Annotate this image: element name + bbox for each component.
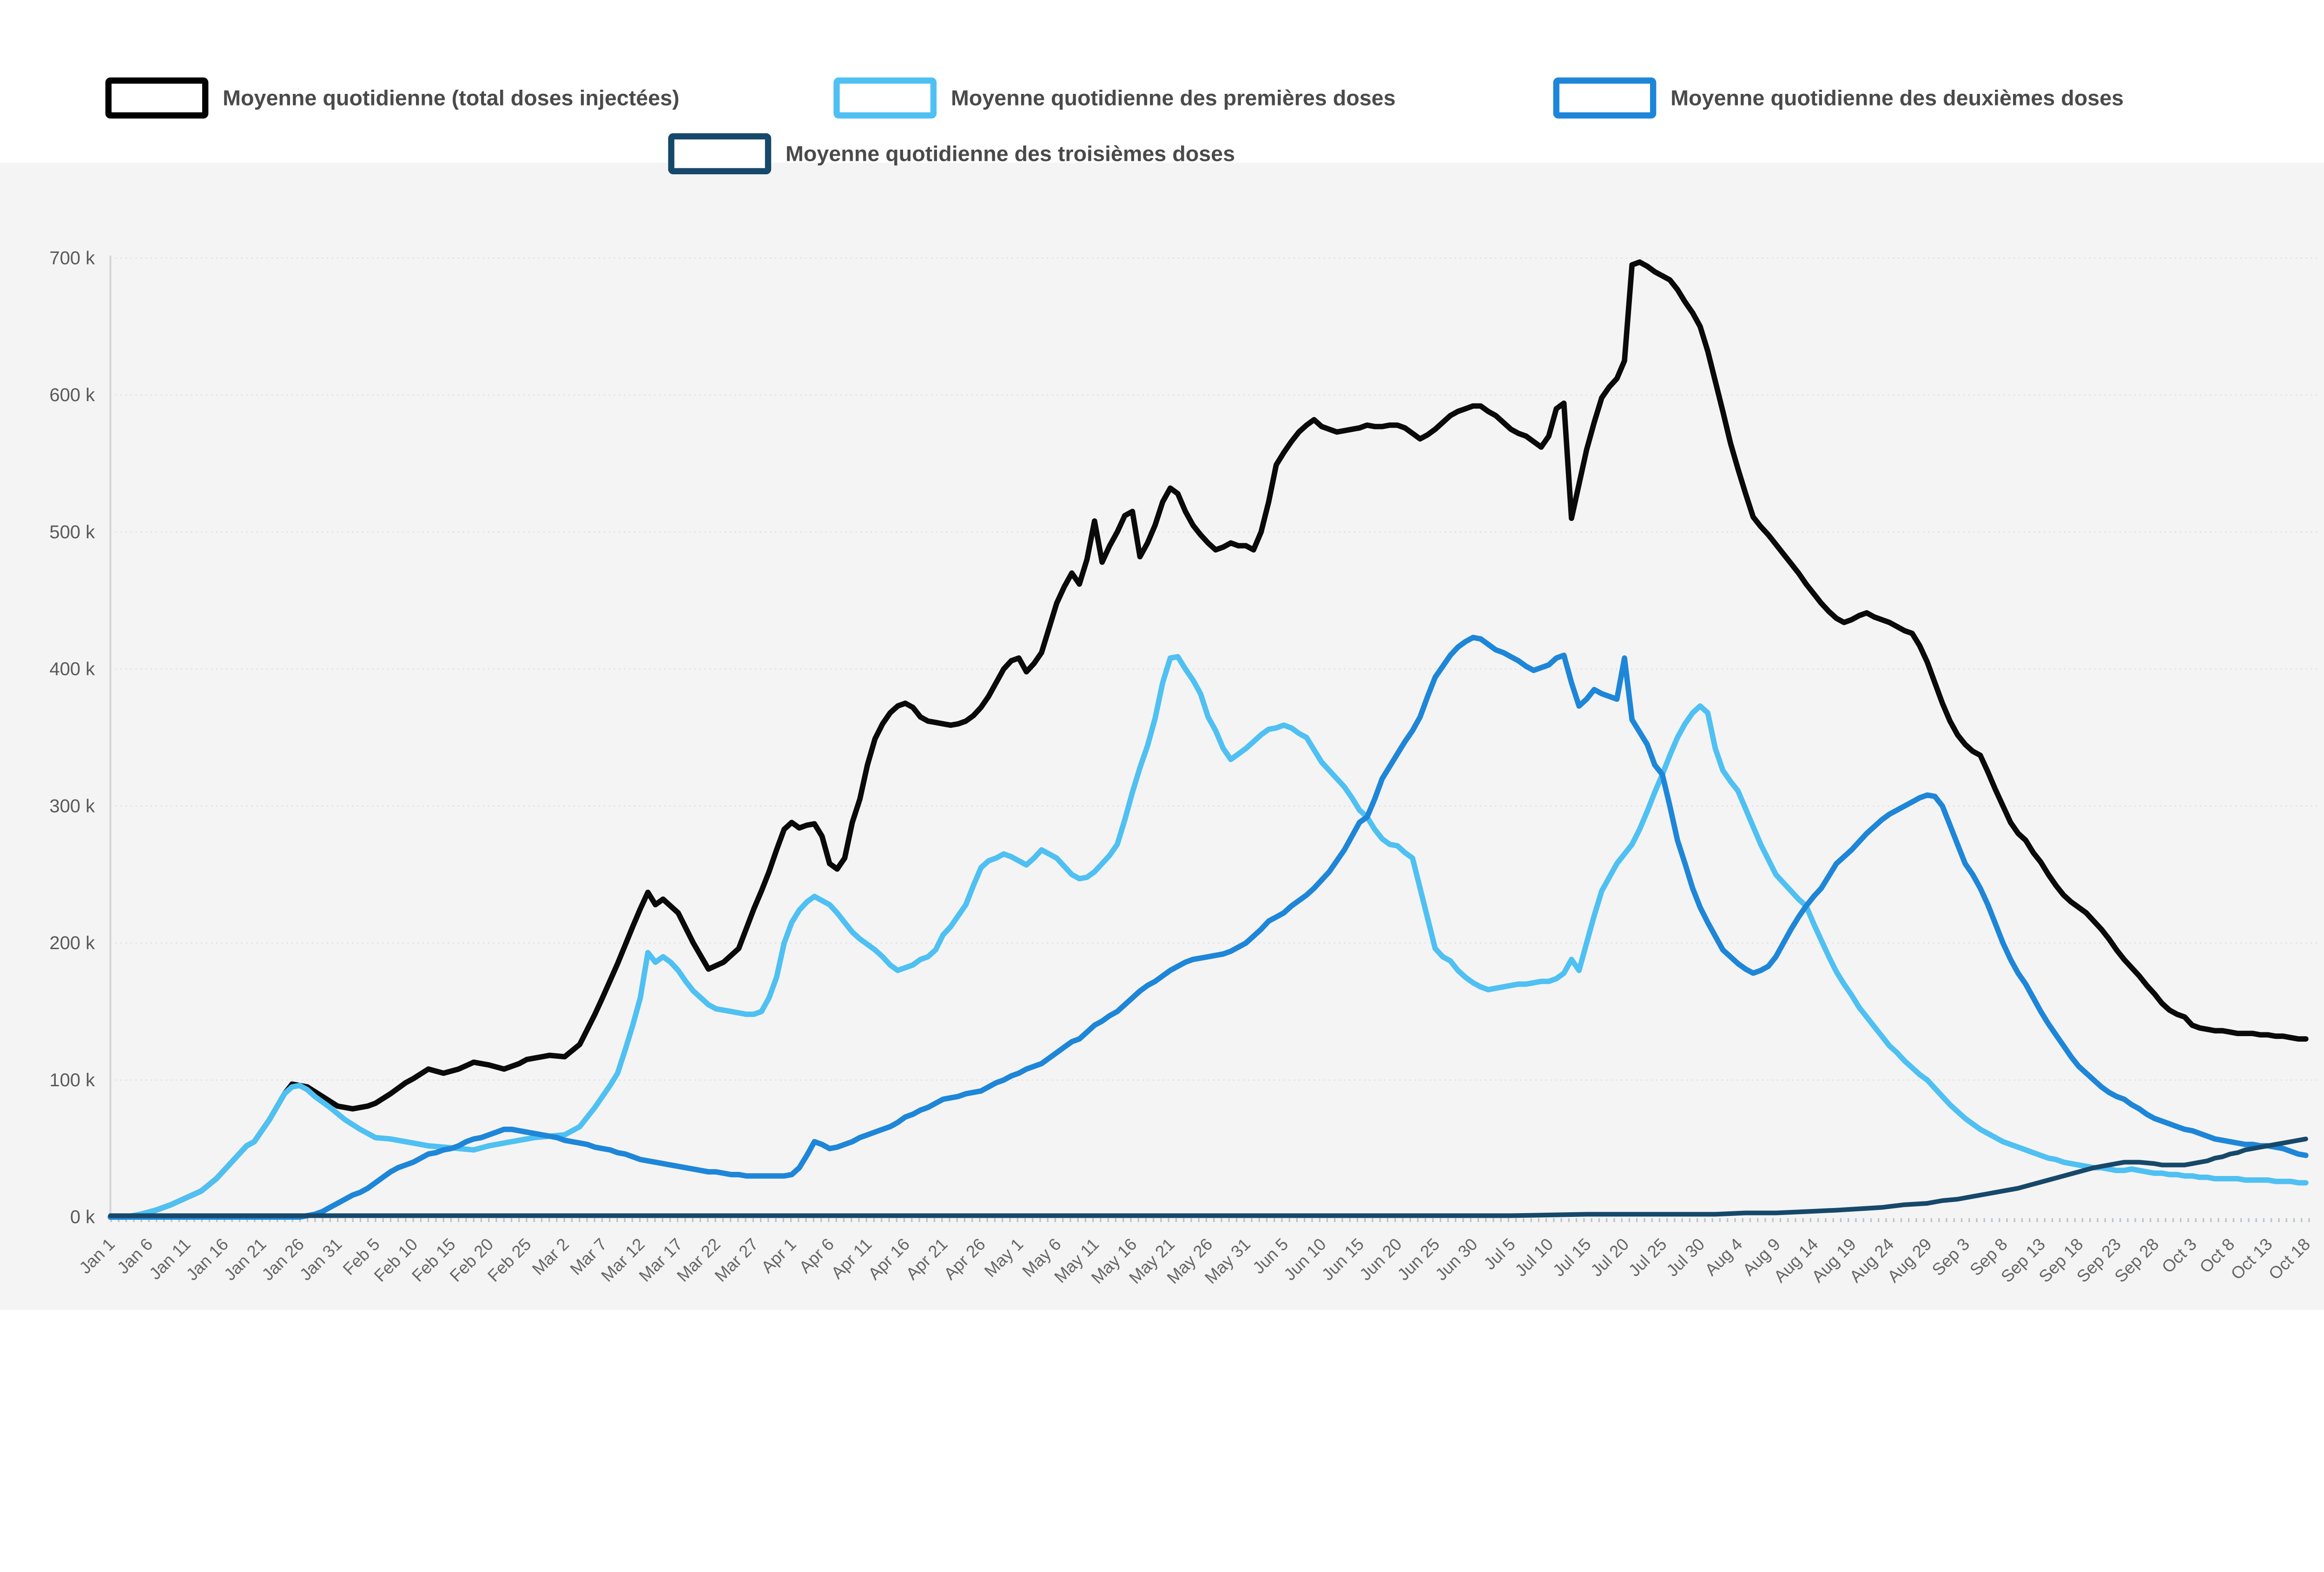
y-axis-labels: 0 k 100 k 200 k 300 k 400 k 500 k 600 k 700 k <box>49 248 95 1227</box>
legend-item-total-doses[interactable]: Moyenne quotidienne (total doses injecté… <box>105 77 680 119</box>
y-tick-label: 400 k <box>49 659 95 680</box>
y-tick-label: 600 k <box>49 385 95 405</box>
series-line-0[interactable] <box>107 259 2309 1220</box>
legend: Moyenne quotidienne (total doses injecté… <box>105 77 2124 174</box>
y-tick-label: 0 k <box>70 1207 95 1228</box>
legend-item-third-doses[interactable]: Moyenne quotidienne des troisièmes doses <box>668 133 1235 174</box>
y-tick-label: 300 k <box>49 796 95 816</box>
gridlines <box>110 257 2318 1081</box>
series-lines <box>107 259 2309 1220</box>
series-line-1[interactable] <box>107 654 2309 1220</box>
legend-swatch-total-doses <box>105 77 209 119</box>
y-tick-label: 500 k <box>49 522 95 542</box>
y-tick-label: 200 k <box>49 933 95 953</box>
legend-label-first-doses: Moyenne quotidienne des premières doses <box>951 86 1396 110</box>
legend-swatch-second-doses <box>1553 77 1657 119</box>
legend-label-total-doses: Moyenne quotidienne (total doses injecté… <box>223 86 680 110</box>
y-tick-label: 100 k <box>49 1070 95 1090</box>
legend-swatch-first-doses <box>833 77 937 119</box>
legend-item-second-doses[interactable]: Moyenne quotidienne des deuxièmes doses <box>1553 77 2124 119</box>
vaccination-doses-chart: 0 k 100 k 200 k 300 k 400 k 500 k 600 k 700 k J… <box>0 77 2324 1310</box>
plot-panel <box>0 162 2324 1310</box>
series-line-2[interactable] <box>107 634 2309 1220</box>
legend-item-first-doses[interactable]: Moyenne quotidienne des premières doses <box>833 77 1396 119</box>
legend-label-second-doses: Moyenne quotidienne des deuxièmes doses <box>1670 86 2124 110</box>
legend-swatch-third-doses <box>668 133 772 174</box>
legend-label-third-doses: Moyenne quotidienne des troisièmes doses <box>786 142 1235 166</box>
series-line-3[interactable] <box>108 1136 2308 1218</box>
y-tick-label: 700 k <box>49 248 95 268</box>
